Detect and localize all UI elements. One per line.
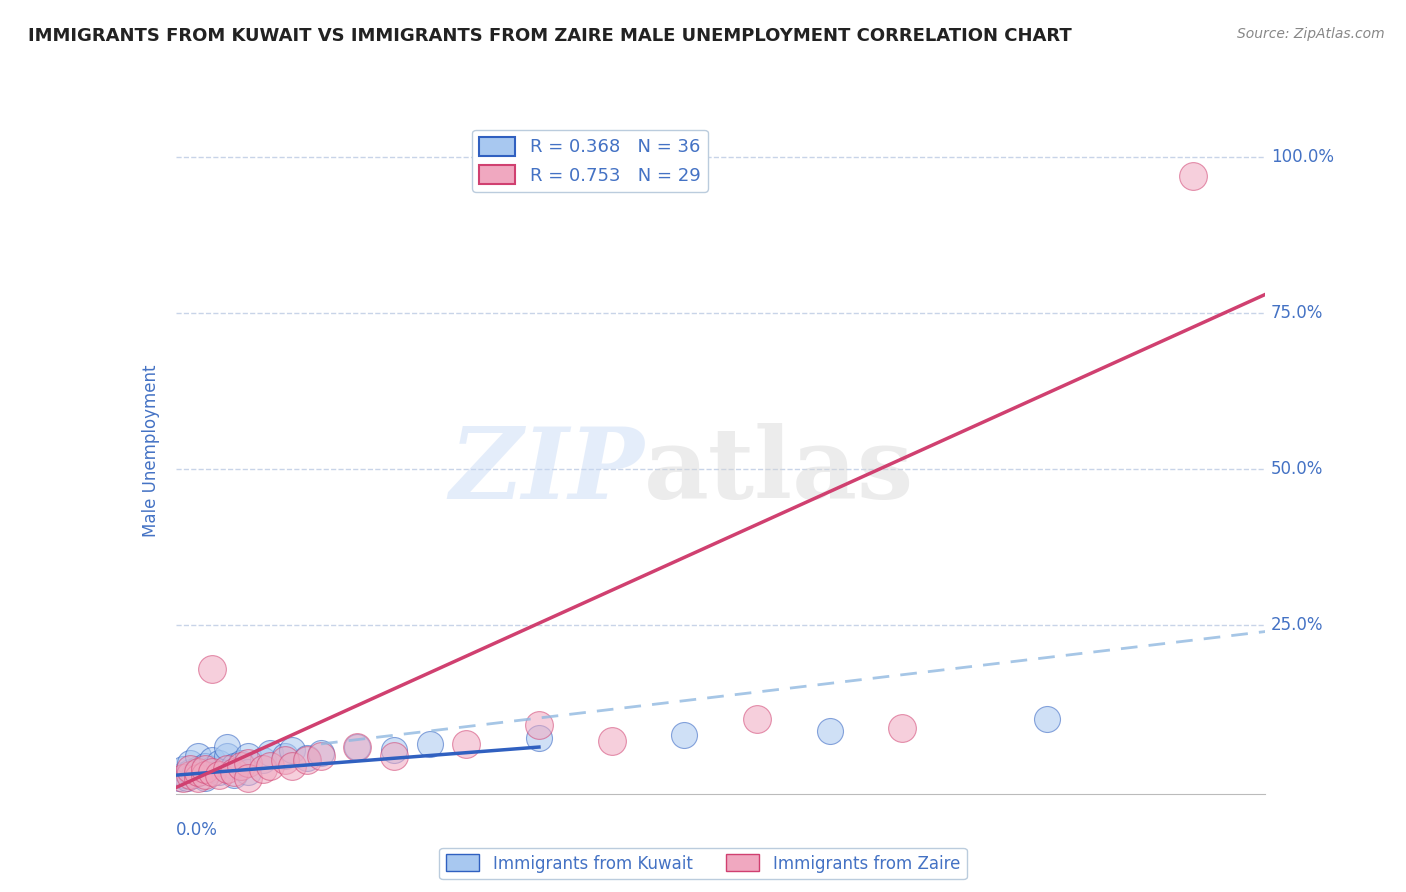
Point — [673, 728, 696, 742]
Point — [222, 768, 245, 782]
Point — [183, 768, 205, 782]
Point — [600, 733, 623, 747]
Point — [169, 771, 191, 786]
Point — [208, 768, 231, 782]
Point — [309, 749, 332, 764]
Point — [208, 765, 231, 780]
Point — [1036, 712, 1059, 726]
Point — [172, 762, 194, 776]
Point — [238, 771, 260, 786]
Point — [259, 758, 281, 772]
Point — [194, 758, 217, 772]
Y-axis label: Male Unemployment: Male Unemployment — [142, 364, 160, 537]
Point — [382, 743, 405, 757]
Point — [818, 724, 841, 739]
Point — [382, 749, 405, 764]
Point — [238, 756, 260, 770]
Text: Source: ZipAtlas.com: Source: ZipAtlas.com — [1237, 27, 1385, 41]
Text: 75.0%: 75.0% — [1271, 304, 1323, 322]
Point — [346, 740, 368, 755]
Point — [252, 762, 274, 776]
Point — [194, 762, 217, 776]
Point — [201, 662, 224, 676]
Point — [295, 753, 318, 767]
Point — [172, 771, 194, 786]
Legend: Immigrants from Kuwait, Immigrants from Zaire: Immigrants from Kuwait, Immigrants from … — [440, 847, 967, 880]
Point — [176, 771, 198, 786]
Text: 25.0%: 25.0% — [1271, 616, 1323, 634]
Point — [194, 771, 217, 786]
Point — [186, 762, 209, 776]
Point — [190, 765, 212, 780]
Point — [419, 737, 441, 751]
Text: IMMIGRANTS FROM KUWAIT VS IMMIGRANTS FROM ZAIRE MALE UNEMPLOYMENT CORRELATION CH: IMMIGRANTS FROM KUWAIT VS IMMIGRANTS FRO… — [28, 27, 1071, 45]
Point — [295, 750, 318, 764]
Point — [274, 749, 297, 764]
Text: atlas: atlas — [644, 423, 914, 519]
Point — [179, 768, 201, 782]
Point — [186, 771, 209, 786]
Point — [252, 753, 274, 767]
Point — [215, 740, 238, 755]
Point — [745, 712, 768, 726]
Point — [527, 718, 550, 732]
Text: ZIP: ZIP — [450, 423, 644, 519]
Point — [1181, 169, 1204, 183]
Point — [208, 756, 231, 770]
Point — [194, 768, 217, 782]
Point — [215, 749, 238, 764]
Point — [172, 768, 194, 782]
Point — [215, 762, 238, 776]
Point — [527, 731, 550, 745]
Point — [238, 749, 260, 764]
Text: 100.0%: 100.0% — [1271, 148, 1334, 166]
Point — [179, 762, 201, 776]
Point — [259, 746, 281, 760]
Text: 50.0%: 50.0% — [1271, 460, 1323, 478]
Point — [186, 765, 209, 780]
Point — [201, 765, 224, 780]
Text: 0.0%: 0.0% — [176, 822, 218, 839]
Point — [238, 765, 260, 780]
Point — [274, 753, 297, 767]
Point — [281, 758, 304, 772]
Point — [456, 737, 478, 751]
Point — [186, 749, 209, 764]
Point — [179, 765, 201, 780]
Point — [309, 746, 332, 760]
Point — [222, 758, 245, 772]
Point — [281, 743, 304, 757]
Point — [346, 740, 368, 755]
Point — [231, 756, 253, 770]
Legend: R = 0.368   N = 36, R = 0.753   N = 29: R = 0.368 N = 36, R = 0.753 N = 29 — [472, 130, 707, 192]
Point — [231, 758, 253, 772]
Point — [179, 756, 201, 770]
Point — [891, 721, 914, 735]
Point — [201, 753, 224, 767]
Point — [201, 762, 224, 776]
Point — [222, 765, 245, 780]
